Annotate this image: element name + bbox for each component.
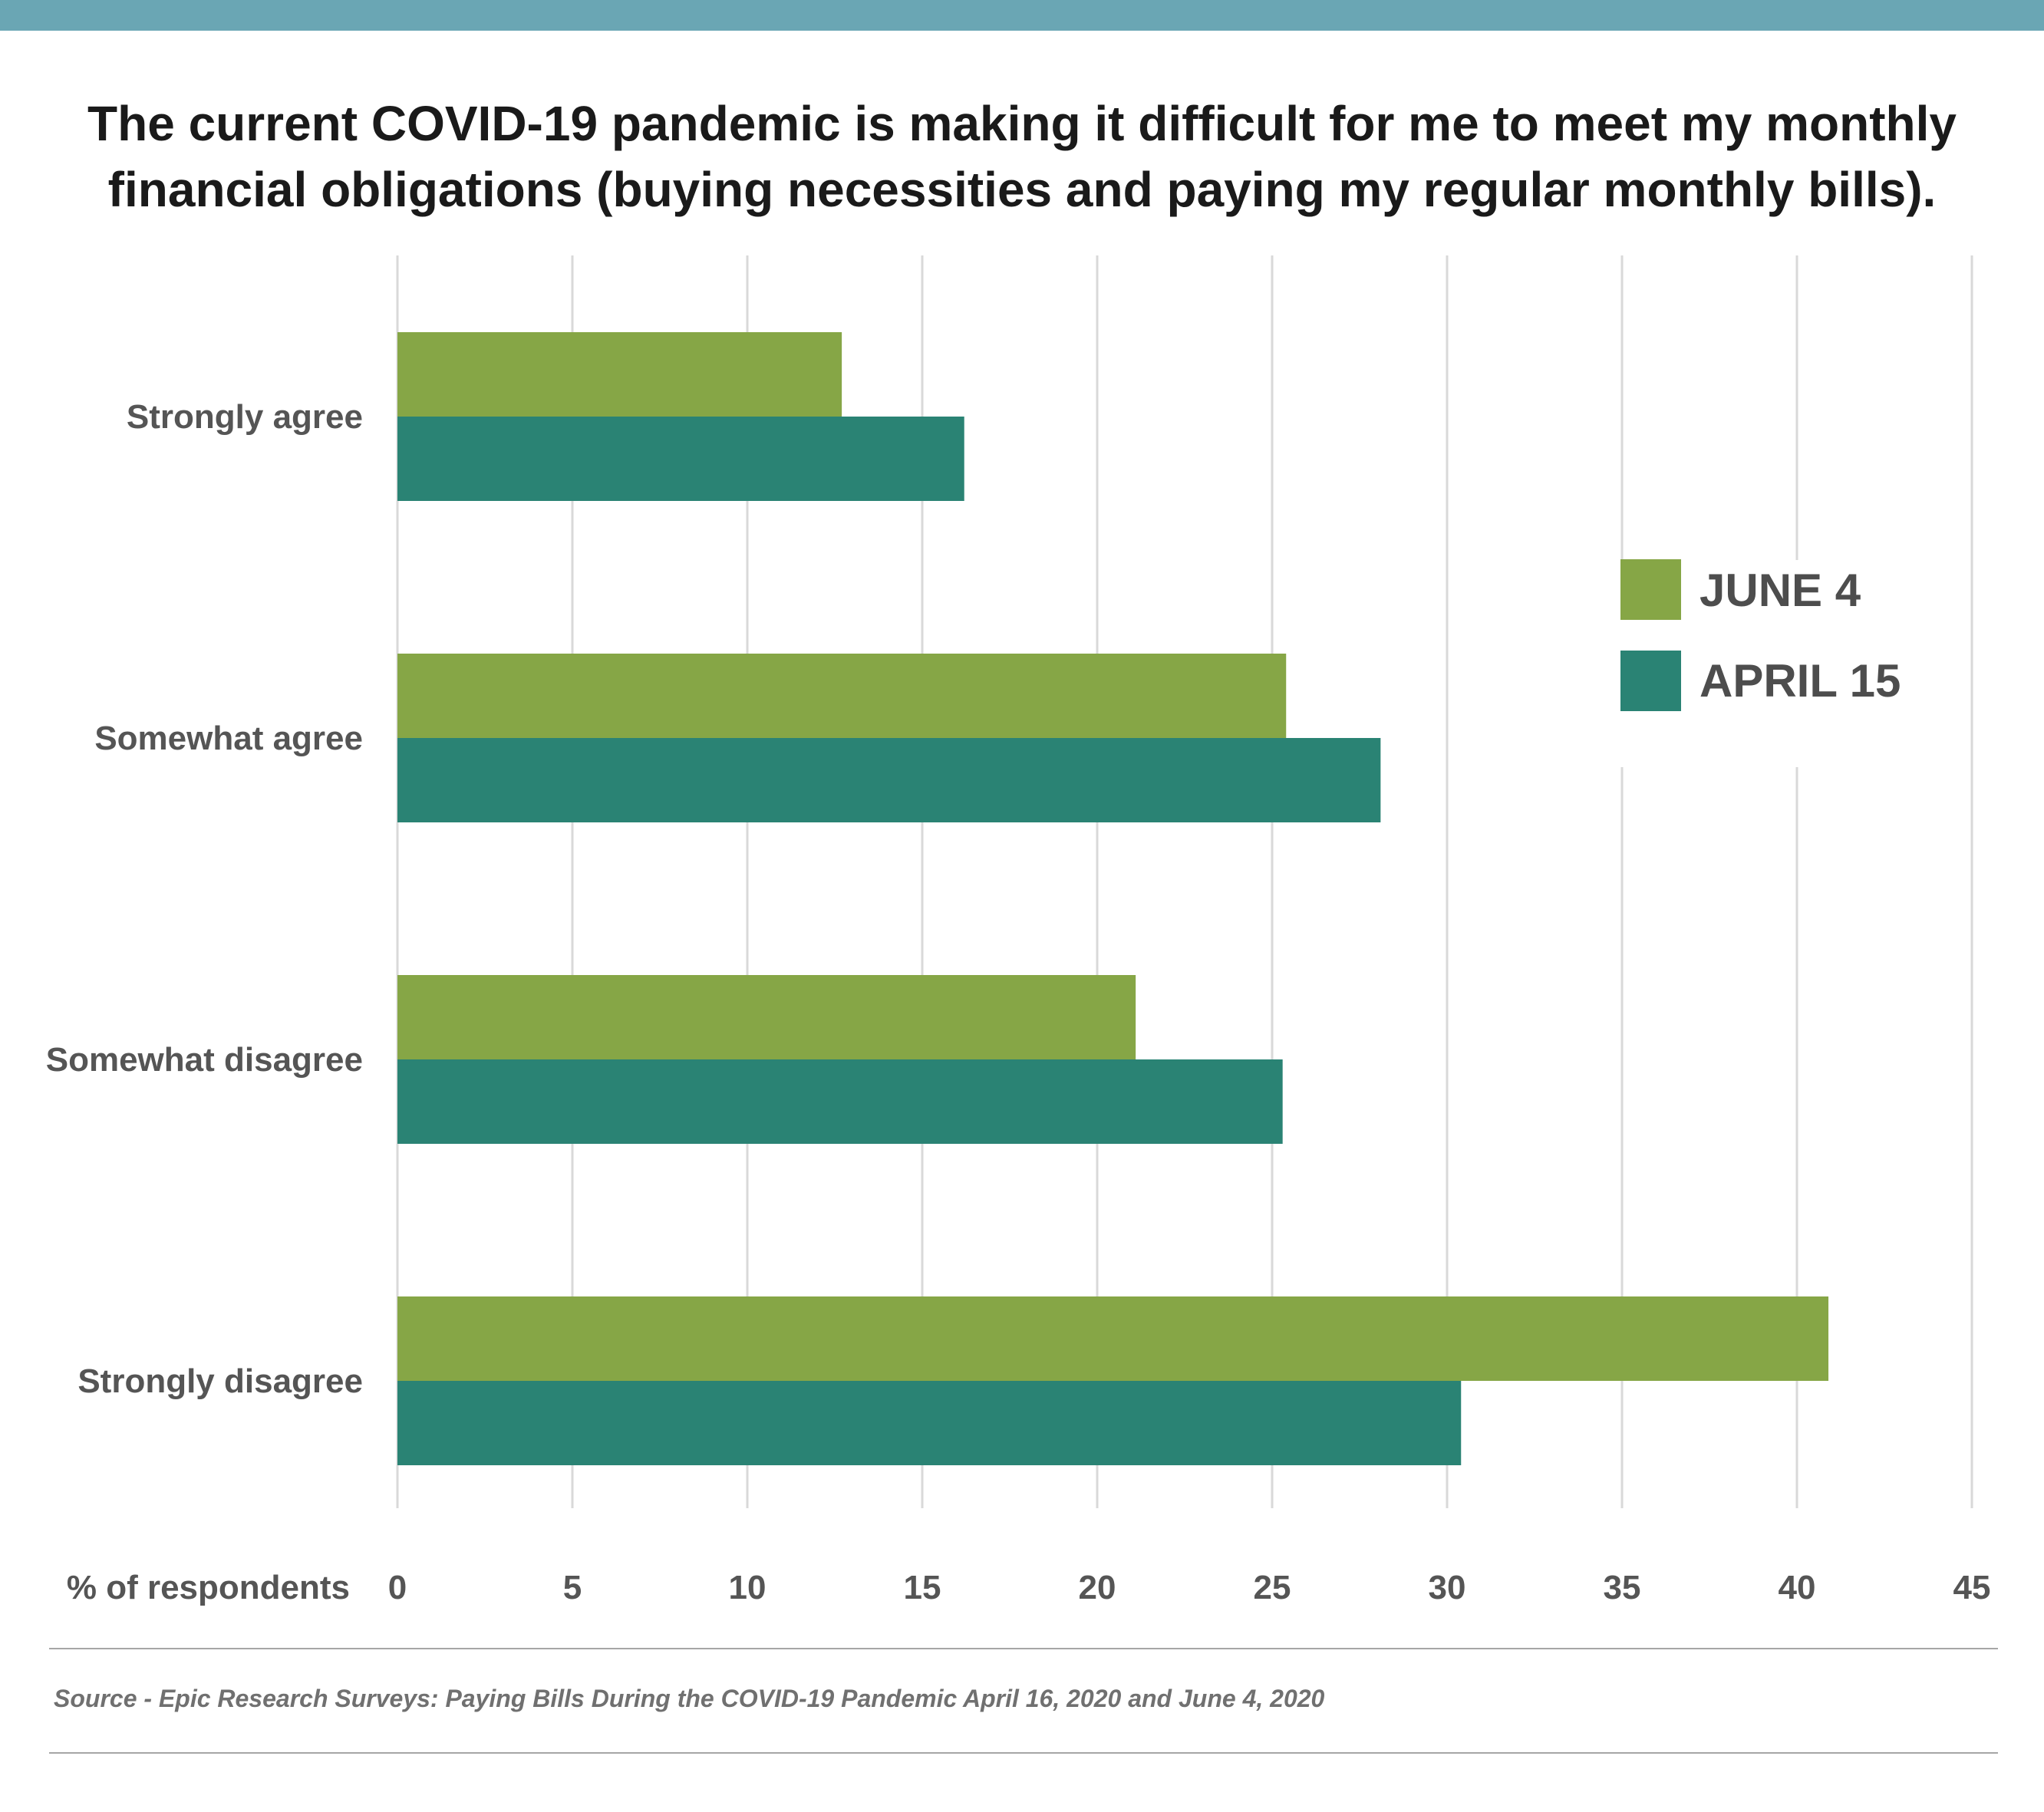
legend: JUNE 4 APRIL 15: [1600, 559, 1901, 767]
top-accent-bar: [0, 0, 2044, 31]
bar-april-15-strongly-agree: [397, 417, 964, 501]
source-note: Source - Epic Research Surveys: Paying B…: [54, 1685, 1325, 1712]
bar-june-4-somewhat-agree: [397, 654, 1287, 738]
legend-swatch-june-4: [1620, 559, 1681, 620]
bars: [397, 332, 1829, 1465]
x-axis-title: % of respondents: [67, 1569, 350, 1606]
x-axis-ticks: % of respondents 0 5 10 15 20 25 30 35 40 45: [67, 1569, 1991, 1606]
category-label-strongly-agree: Strongly agree: [127, 398, 363, 436]
x-tick-label-20: 20: [1079, 1569, 1116, 1606]
x-tick-label-0: 0: [388, 1569, 407, 1606]
bar-april-15-somewhat-disagree: [397, 1059, 1283, 1144]
category-label-somewhat-agree: Somewhat agree: [94, 720, 363, 757]
x-tick-label-45: 45: [1953, 1569, 1991, 1606]
x-tick-label-35: 35: [1604, 1569, 1641, 1606]
category-labels: Strongly agree Somewhat agree Somewhat dis…: [46, 398, 363, 1400]
x-tick-label-15: 15: [904, 1569, 941, 1606]
bar-june-4-strongly-agree: [397, 332, 842, 417]
x-tick-label-10: 10: [729, 1569, 766, 1606]
x-tick-label-5: 5: [563, 1569, 582, 1606]
legend-label-april-15: APRIL 15: [1699, 655, 1901, 707]
category-label-somewhat-disagree: Somewhat disagree: [46, 1041, 363, 1079]
source-top-divider: [49, 1648, 1998, 1649]
category-label-strongly-disagree: Strongly disagree: [77, 1362, 363, 1400]
bar-april-15-somewhat-agree: [397, 738, 1381, 822]
x-tick-label-40: 40: [1779, 1569, 1816, 1606]
chart-title-line-1: The current COVID-19 pandemic is making …: [87, 96, 1957, 151]
bar-june-4-somewhat-disagree: [397, 975, 1136, 1059]
bar-april-15-strongly-disagree: [397, 1381, 1462, 1465]
legend-label-june-4: JUNE 4: [1699, 565, 1861, 616]
x-tick-label-25: 25: [1254, 1569, 1291, 1606]
legend-swatch-april-15: [1620, 651, 1681, 711]
bar-june-4-strongly-disagree: [397, 1296, 1829, 1381]
source-bottom-divider: [49, 1752, 1998, 1754]
chart-title: The current COVID-19 pandemic is making …: [0, 91, 2044, 222]
bar-chart: Strongly agree Somewhat agree Somewhat dis…: [46, 255, 1991, 1606]
chart-title-line-2: financial obligations (buying necessitie…: [107, 162, 1937, 217]
x-tick-label-30: 30: [1429, 1569, 1466, 1606]
